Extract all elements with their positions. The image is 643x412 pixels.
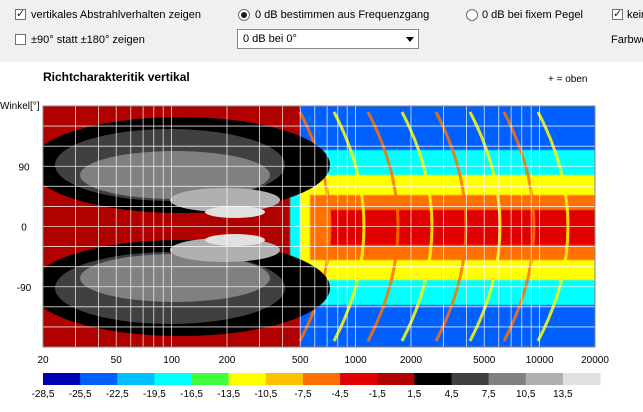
heatmap-field-4 <box>330 210 595 245</box>
ninety-degree-checkbox[interactable] <box>15 34 26 45</box>
y-axis-ticks: 90 0 -90 <box>17 162 32 294</box>
color-scale-label: -22,5 <box>106 389 129 400</box>
x-tick-label: 20 <box>37 355 49 366</box>
color-scale-label: 4,5 <box>445 389 459 400</box>
zero-db-reference-value: 0 dB bei 0° <box>243 33 297 45</box>
heatmap-lobe-blob-9 <box>205 234 265 246</box>
options-toolbar: vertikales Abstrahlverhalten zeigen ±90°… <box>0 0 643 62</box>
color-scale-swatch <box>525 373 564 385</box>
x-tick-label: 200 <box>219 355 236 366</box>
color-scale-swatch <box>265 373 304 385</box>
x-tick-label: 500 <box>292 355 309 366</box>
zero-db-reference-select[interactable]: 0 dB bei 0° <box>237 29 419 49</box>
x-tick-label: 5000 <box>473 355 496 366</box>
color-scale-swatch <box>43 373 81 385</box>
zero-db-from-response-label: 0 dB bestimmen aus Frequenzgang <box>255 9 430 21</box>
color-scale-label: -10,5 <box>254 389 277 400</box>
color-scale-bar: -28,5 -25,5 -22,5 -19,5 -16,5 -13,5 -10,5 -7,5 -… <box>32 373 601 400</box>
x-tick-label: 2000 <box>400 355 423 366</box>
color-scale-swatch <box>414 373 452 385</box>
vertical-radiation-checkbox[interactable] <box>15 7 26 20</box>
color-scale-label: -16,5 <box>180 389 203 400</box>
color-scale-label: 7,5 <box>482 389 496 400</box>
vertical-radiation-label: vertikales Abstrahlverhalten zeigen <box>31 9 201 21</box>
color-scale-label: -25,5 <box>69 389 92 400</box>
color-scale-swatch <box>80 373 118 385</box>
color-scale-swatch <box>154 373 193 385</box>
right-option-checkbox[interactable] <box>612 7 623 20</box>
color-scale-label: 1,5 <box>407 389 421 400</box>
color-scale-label: 13,5 <box>553 389 573 400</box>
color-scale-swatch <box>562 373 601 385</box>
plot-frame <box>42 105 596 348</box>
color-scale-label: -19,5 <box>143 389 166 400</box>
y-axis-label: Winkel[°] <box>0 101 40 112</box>
chart-title: Richtcharakteritik vertikal <box>43 70 190 84</box>
x-tick-label: 50 <box>111 355 123 366</box>
color-scale-swatch <box>228 373 267 385</box>
color-scale-swatch <box>117 373 155 385</box>
color-scale-label: -7,5 <box>294 389 312 400</box>
color-scale-swatch <box>191 373 230 385</box>
color-scale-swatch <box>302 373 341 385</box>
x-tick-label: 100 <box>163 355 180 366</box>
color-scale-swatch <box>377 373 415 385</box>
chart-grid <box>42 106 596 347</box>
color-scale-label: -4,5 <box>331 389 349 400</box>
color-scale-swatch <box>451 373 490 385</box>
zero-db-fixed-level-label: 0 dB bei fixem Pegel <box>482 9 583 21</box>
color-scale-swatch <box>488 373 527 385</box>
heatmap-lobe-blob-4 <box>80 151 270 199</box>
heatmap-lobe-blob-5 <box>80 254 270 302</box>
right-option-label: kein <box>627 9 643 21</box>
x-tick-label: 1000 <box>344 355 367 366</box>
color-scale-swatch <box>340 373 378 385</box>
x-tick-label: 10000 <box>526 355 554 366</box>
color-scale-label: -28,5 <box>32 389 55 400</box>
x-axis-ticks: 20 50 100 200 500 1000 2000 5000 10000 20000 <box>37 355 609 366</box>
color-scale-label: -13,5 <box>217 389 240 400</box>
color-scale-label: 10,5 <box>516 389 536 400</box>
color-scale-label: -1,5 <box>369 389 387 400</box>
y-tick-label: -90 <box>17 283 32 294</box>
heatmap-lobe-blob-8 <box>205 206 265 218</box>
heatmap-lobe-blob-6 <box>170 188 280 212</box>
zero-db-from-response-radio[interactable] <box>238 9 250 21</box>
color-value-label: Farbwe <box>611 34 643 46</box>
x-tick-label: 20000 <box>581 355 609 366</box>
zero-db-fixed-level-radio[interactable] <box>466 9 478 21</box>
chevron-down-icon <box>406 37 414 42</box>
ninety-degree-label: ±90° statt ±180° zeigen <box>31 34 145 46</box>
y-tick-label: 0 <box>21 223 27 234</box>
orientation-note: + = oben <box>548 74 588 85</box>
y-tick-label: 90 <box>18 162 30 173</box>
